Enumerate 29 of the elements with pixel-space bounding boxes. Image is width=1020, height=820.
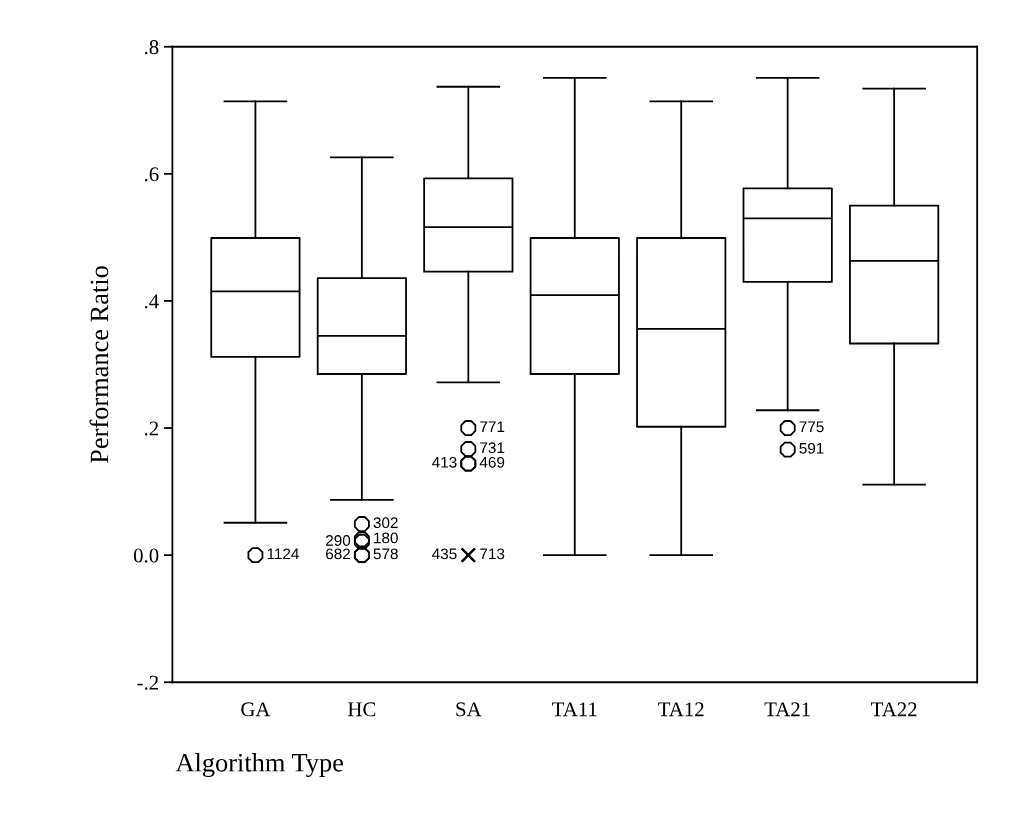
annotation: 713 [480,548,505,560]
annotation: 682 [326,548,350,560]
annotation: 180 [374,532,398,544]
y-tick-label: -.2 [137,675,159,690]
y-tick-label: .8 [144,40,159,55]
y-axis-title: Performance Ratio [89,266,109,464]
annotation: 591 [799,442,824,454]
annotation: 775 [799,421,824,433]
y-tick-label: .4 [144,294,159,309]
x-tick-label: SA [456,702,482,717]
y-tick-label: .6 [144,167,159,182]
x-tick-label: TA21 [764,702,810,717]
annotation: 731 [480,442,505,454]
x-tick-label: GA [241,702,271,717]
x-axis-title: Algorithm Type [175,753,343,778]
y-tick-label: 0.0 [133,548,159,563]
x-tick-label: TA22 [871,702,917,717]
annotation: 1124 [267,548,299,560]
x-tick-label: TA11 [552,702,597,717]
annotation: 771 [480,421,505,432]
annotation: 290 [326,535,351,546]
x-tick-label: TA12 [658,702,704,717]
annotation: 469 [479,456,505,468]
x-tick-label: HC [347,702,376,717]
annotation: 413 [432,456,457,468]
annotation: 578 [373,548,398,560]
annotation: 302 [373,517,398,529]
y-tick-label: .2 [144,421,159,436]
annotation: 435 [432,548,457,560]
